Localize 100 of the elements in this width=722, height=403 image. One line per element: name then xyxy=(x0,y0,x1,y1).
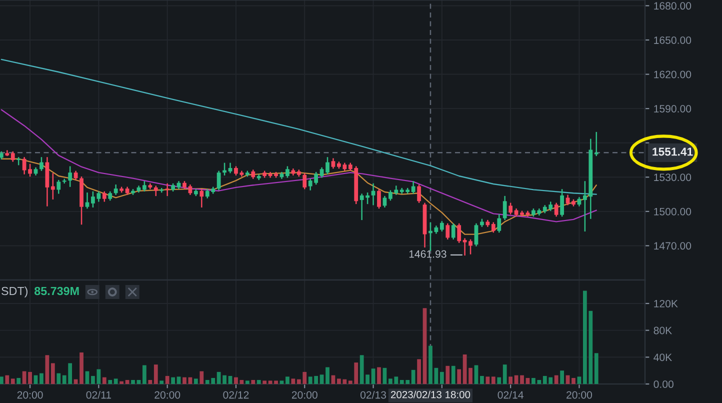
bar xyxy=(148,380,152,384)
annotation: 85.739M xyxy=(34,286,79,296)
bar xyxy=(497,377,502,384)
bar xyxy=(5,375,10,384)
bar xyxy=(16,378,21,384)
bar xyxy=(326,367,330,384)
candlestick xyxy=(114,184,118,195)
candlestick xyxy=(446,223,450,240)
bar xyxy=(182,377,186,384)
y-tick-label: 1500.00 xyxy=(654,208,692,216)
bar xyxy=(114,378,118,384)
bar xyxy=(446,366,450,384)
line-series xyxy=(0,58,597,195)
bar xyxy=(160,380,164,384)
bar xyxy=(251,380,256,384)
candlestick xyxy=(331,158,336,169)
bar xyxy=(440,372,444,384)
x-tick-label: 02/13 xyxy=(360,390,386,399)
bar xyxy=(572,378,576,384)
bar xyxy=(171,377,175,384)
annotation: 1461.93 xyxy=(409,250,446,258)
bar xyxy=(502,364,507,384)
bar xyxy=(234,377,238,384)
bar xyxy=(428,346,432,384)
candlestick xyxy=(40,157,44,171)
y-tick-label: 80K xyxy=(654,326,672,334)
bar xyxy=(80,352,84,384)
bar xyxy=(468,368,472,384)
line-series xyxy=(0,158,597,235)
bar xyxy=(417,359,421,384)
bar xyxy=(131,380,135,384)
candlestick xyxy=(560,189,564,217)
bar xyxy=(194,378,198,384)
y-tick-label: 40K xyxy=(654,354,672,362)
x-tick-label: 20:00 xyxy=(17,391,43,399)
bar xyxy=(200,371,204,384)
bar xyxy=(411,370,416,384)
candlestick xyxy=(326,157,330,174)
bar xyxy=(56,373,61,384)
bar xyxy=(520,375,524,384)
y-tick-label: 1590.00 xyxy=(654,105,692,112)
bar xyxy=(256,380,261,384)
bar xyxy=(486,376,490,384)
candlestick xyxy=(594,132,598,156)
candlestick xyxy=(142,181,146,192)
annotation: SDT) xyxy=(2,286,28,298)
candlestick xyxy=(302,173,307,190)
bar xyxy=(120,381,124,384)
bar xyxy=(554,375,558,384)
x-tick-label: 20:00 xyxy=(566,391,592,399)
bar xyxy=(320,374,324,384)
candlestick xyxy=(10,151,15,162)
bar xyxy=(286,376,290,384)
candlestick xyxy=(102,191,106,202)
bar xyxy=(371,368,376,384)
bar xyxy=(142,365,146,384)
candlestick xyxy=(382,196,387,208)
candlestick xyxy=(56,180,61,194)
bar xyxy=(280,380,284,384)
bar xyxy=(102,377,106,384)
x-tick-label: 02/11 xyxy=(86,390,111,399)
candlestick xyxy=(451,223,456,240)
bar xyxy=(268,380,272,384)
candlestick xyxy=(216,170,221,190)
candlestick xyxy=(497,214,502,233)
y-tick-label: 0.00 xyxy=(654,380,674,388)
bar xyxy=(228,376,232,384)
x-tick-label: 20:00 xyxy=(292,391,318,399)
bar xyxy=(154,364,158,384)
candlestick xyxy=(457,223,462,243)
y-tick-label: 120K xyxy=(654,300,678,308)
bar xyxy=(560,370,564,384)
bar xyxy=(274,380,278,384)
bar xyxy=(462,354,467,384)
bar xyxy=(594,353,598,384)
candlestick xyxy=(462,238,467,256)
bar xyxy=(422,308,427,384)
candlestick xyxy=(566,194,570,206)
bar xyxy=(577,376,582,384)
ref-line-label: 1551.41 xyxy=(652,148,693,156)
candlestick xyxy=(50,173,55,200)
bar xyxy=(377,367,381,384)
candlestick xyxy=(508,202,513,214)
candlestick xyxy=(411,181,416,194)
candlestick xyxy=(154,186,158,196)
x-tick-label: 20:00 xyxy=(154,391,180,399)
bar xyxy=(262,380,267,384)
candlestick xyxy=(228,162,232,174)
x-tick-label: 02/14 xyxy=(498,390,524,399)
bar xyxy=(45,355,50,384)
candlestick xyxy=(200,189,204,208)
bar xyxy=(108,380,112,384)
candlestick xyxy=(256,174,261,180)
bar xyxy=(491,376,496,384)
bar xyxy=(245,380,250,384)
y-tick-label: 1470.00 xyxy=(654,242,692,250)
bar xyxy=(480,376,484,384)
y-tick-label: 1650.00 xyxy=(654,36,692,44)
bar xyxy=(451,366,456,384)
y-tick-label: 1530.00 xyxy=(654,174,692,182)
